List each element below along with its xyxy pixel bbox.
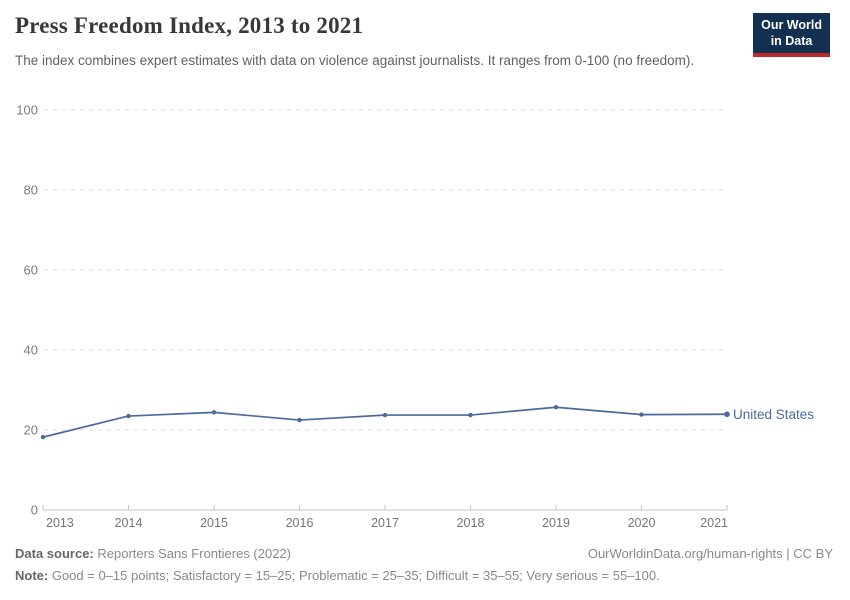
- y-tick-label: 40: [24, 343, 38, 358]
- data-point-2013: [40, 434, 46, 440]
- data-point-2017: [382, 412, 388, 418]
- owid-rights-link[interactable]: OurWorldinData.org/human-rights | CC BY: [587, 546, 833, 561]
- press-freedom-line-chart: 0 20 40 60 80 100 2013 2014 2015 2016 2017 2018 2019…: [16, 103, 814, 531]
- footer-note-row: Note: Good = 0–15 points; Satisfactory =…: [15, 568, 833, 583]
- note-label: Note:: [15, 568, 49, 583]
- data-point-2019: [553, 405, 559, 410]
- series-label-united-states: United States: [733, 407, 814, 422]
- x-tick-label: 2018: [457, 516, 485, 530]
- x-tick-label: 2017: [371, 516, 399, 530]
- y-tick-label: 20: [24, 423, 38, 438]
- owid-logo-line2: in Data: [770, 34, 813, 49]
- data-point-2016: [297, 417, 302, 423]
- data-point-2018: [468, 412, 473, 418]
- x-tick-label: 2014: [115, 516, 143, 530]
- owid-logo: Our World in Data: [753, 13, 830, 57]
- data-point-2020: [639, 412, 644, 417]
- data-point-2014: [126, 413, 131, 419]
- page-title: Press Freedom Index, 2013 to 2021: [15, 13, 364, 38]
- x-tick-label: 2016: [286, 516, 314, 530]
- footer-source-row: Data source: Reporters Sans Frontieres (…: [15, 546, 833, 561]
- chart-subtitle: The index combines expert estimates with…: [15, 53, 695, 68]
- x-tick-label: 2015: [200, 516, 228, 530]
- y-tick-label: 0: [31, 503, 38, 518]
- note-value: Good = 0–15 points; Satisfactory = 15–25…: [48, 568, 660, 583]
- x-tick-label: 2019: [542, 516, 570, 530]
- x-tick-label: 2020: [628, 516, 656, 530]
- x-tick-label: 2021: [700, 516, 728, 530]
- data-point-2015: [211, 410, 217, 415]
- series-line-united-states: [42, 406, 728, 438]
- owid-logo-line1: Our World: [761, 18, 822, 32]
- data-point-2021: [724, 411, 730, 418]
- data-source-label: Data source:: [15, 546, 94, 561]
- y-tick-label: 80: [24, 183, 38, 198]
- y-tick-label: 100: [16, 103, 38, 118]
- data-source-value: Reporters Sans Frontieres (2022): [93, 546, 292, 561]
- y-tick-label: 60: [24, 263, 38, 278]
- data-source-text: Data source: Reporters Sans Frontieres (…: [15, 546, 291, 561]
- x-tick-label: 2013: [46, 516, 74, 530]
